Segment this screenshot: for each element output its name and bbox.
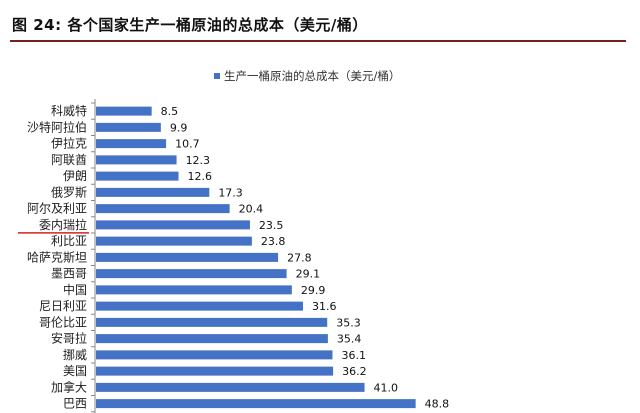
bar xyxy=(96,204,230,214)
bar xyxy=(96,366,334,376)
category-label: 阿尔及利亚 xyxy=(27,201,87,216)
category-label: 尼日利亚 xyxy=(39,299,87,313)
category-label: 科威特 xyxy=(51,103,87,118)
bar xyxy=(96,139,167,149)
bar xyxy=(96,106,152,116)
category-label: 哥伦比亚 xyxy=(39,314,87,329)
legend-label: 生产一桶原油的总成本（美元/桶） xyxy=(224,69,400,83)
category-label: 安哥拉 xyxy=(51,331,87,346)
bar xyxy=(96,285,292,295)
data-label: 10.7 xyxy=(175,138,200,151)
category-label: 中国 xyxy=(63,282,87,297)
legend-swatch xyxy=(214,73,220,79)
data-label: 23.8 xyxy=(261,235,286,248)
data-label: 35.3 xyxy=(336,316,361,329)
category-label: 巴西 xyxy=(63,397,87,411)
bar xyxy=(96,350,333,360)
category-label: 伊朗 xyxy=(63,169,87,183)
category-label: 委内瑞拉 xyxy=(39,217,87,232)
bar xyxy=(96,171,179,181)
data-label: 41.0 xyxy=(374,381,399,394)
category-label: 俄罗斯 xyxy=(51,185,87,199)
category-label: 哈萨克斯坦 xyxy=(27,250,87,264)
data-label: 12.6 xyxy=(188,170,213,183)
category-label: 墨西哥 xyxy=(51,267,87,281)
data-label: 31.6 xyxy=(312,300,337,313)
data-label: 48.8 xyxy=(425,398,450,411)
category-label: 美国 xyxy=(63,364,87,378)
data-label: 36.2 xyxy=(342,365,367,378)
figure-title: 图 24: 各个国家生产一桶原油的总成本（美元/桶） xyxy=(12,16,368,34)
bar xyxy=(96,187,210,197)
bar xyxy=(96,236,252,246)
data-label: 35.4 xyxy=(337,333,362,346)
data-label: 36.1 xyxy=(341,349,366,362)
data-label: 9.9 xyxy=(170,121,188,134)
data-label: 27.8 xyxy=(287,251,312,264)
bar xyxy=(96,252,279,262)
category-label: 利比亚 xyxy=(51,234,87,248)
category-label: 伊拉克 xyxy=(51,136,87,151)
data-label: 23.5 xyxy=(259,219,284,232)
bar xyxy=(96,155,177,165)
figure-header: 图 24: 各个国家生产一桶原油的总成本（美元/桶） xyxy=(10,10,626,42)
bar xyxy=(96,382,365,392)
data-label: 17.3 xyxy=(218,186,243,199)
data-label: 12.3 xyxy=(186,154,211,167)
category-label: 加拿大 xyxy=(51,379,87,394)
bar xyxy=(96,122,161,132)
category-label: 挪威 xyxy=(63,348,87,362)
bar xyxy=(96,334,328,344)
category-label: 阿联酋 xyxy=(51,152,87,167)
bar xyxy=(96,301,303,311)
bar xyxy=(96,269,287,279)
data-label: 20.4 xyxy=(239,203,264,216)
bar xyxy=(96,317,328,327)
data-label: 29.1 xyxy=(296,268,321,281)
data-label: 8.5 xyxy=(161,105,179,118)
bar xyxy=(96,399,416,409)
bar xyxy=(96,220,250,230)
data-label: 29.9 xyxy=(301,284,326,297)
category-label: 沙特阿拉伯 xyxy=(27,119,87,134)
